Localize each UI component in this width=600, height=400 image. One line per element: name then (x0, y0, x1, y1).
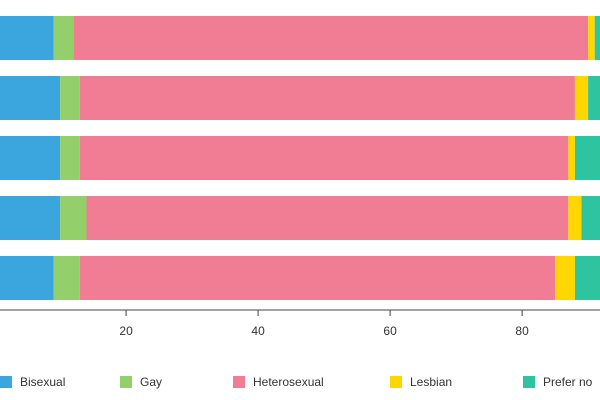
bar-segment (60, 136, 80, 180)
x-tick-label: 40 (251, 324, 265, 338)
bar-segment (568, 136, 575, 180)
x-tick-label: 20 (119, 324, 133, 338)
legend-swatch (120, 376, 132, 388)
legend-label: Bisexual (20, 375, 65, 389)
bar-segment (79, 256, 556, 300)
bar-segment (568, 196, 582, 240)
legend-label: Heterosexual (253, 375, 324, 389)
legend-swatch (233, 376, 245, 388)
bar-segment (60, 76, 80, 120)
bar-segment (53, 256, 80, 300)
bar-segment (588, 76, 600, 120)
bar-segment (574, 256, 600, 300)
x-tick-label: 60 (383, 324, 397, 338)
x-tick-label: 80 (515, 324, 529, 338)
bar-segment (0, 16, 54, 60)
bar-segment (0, 136, 61, 180)
bar-segment (53, 16, 74, 60)
bar-segment (574, 76, 589, 120)
bar-segment (86, 196, 569, 240)
bar-segment (0, 196, 61, 240)
bar-segment (555, 256, 575, 300)
legend-label: Prefer no (543, 375, 593, 389)
legend-label: Lesbian (410, 375, 452, 389)
bar-segment (0, 256, 54, 300)
bar-segment (73, 16, 589, 60)
bar-segment (60, 196, 87, 240)
legend-swatch (0, 376, 12, 388)
bar-segment (574, 136, 600, 180)
bar-segment (0, 76, 61, 120)
bar-segment (588, 16, 595, 60)
bar-segment (79, 136, 569, 180)
bar-segment (79, 76, 575, 120)
bar-segment (594, 16, 600, 60)
legend-swatch (523, 376, 535, 388)
legend-swatch (390, 376, 402, 388)
legend-label: Gay (140, 375, 162, 389)
bar-segment (581, 196, 600, 240)
